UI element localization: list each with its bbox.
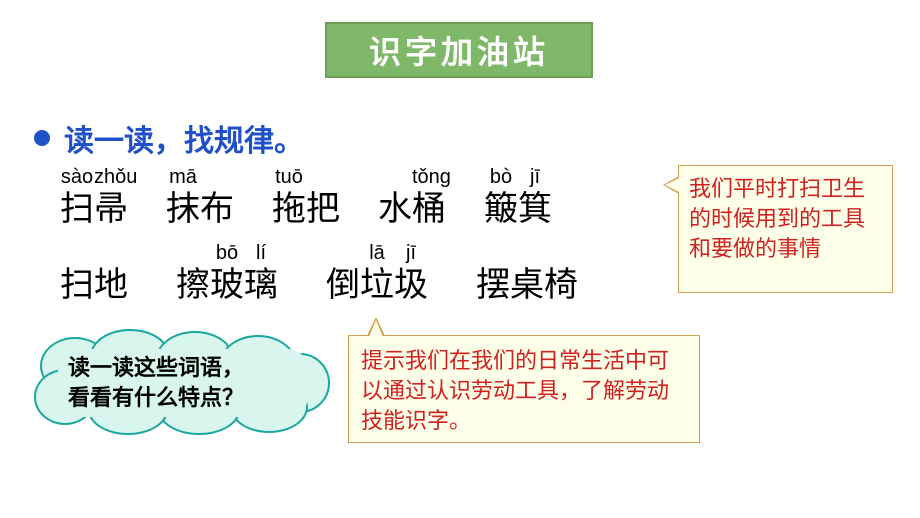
page-title: 识字加油站 bbox=[369, 27, 549, 73]
pinyin: bō bbox=[210, 242, 244, 266]
word-item: sàozhǒu扫帚 bbox=[60, 164, 128, 230]
pinyin-empty bbox=[200, 166, 234, 190]
word-item: lājī倒垃圾 bbox=[326, 240, 428, 306]
hanzi: 玻 bbox=[210, 266, 244, 306]
cloud-text-line2: 看看有什么特点？ bbox=[68, 385, 244, 410]
hanzi: 璃 bbox=[244, 266, 278, 306]
hanzi-row: 摆桌椅 bbox=[476, 266, 578, 306]
hanzi: 把 bbox=[306, 190, 340, 230]
pinyin: tuō bbox=[272, 166, 306, 190]
hanzi: 布 bbox=[200, 190, 234, 230]
pinyin-empty bbox=[544, 242, 578, 266]
vocabulary-area: sàozhǒu扫帚mā抹布tuō拖把tǒng水桶bòjī簸箕 扫地bōlí擦玻璃… bbox=[60, 164, 660, 316]
pinyin-empty bbox=[510, 242, 544, 266]
pinyin-row bbox=[60, 240, 128, 266]
pinyin: lí bbox=[244, 242, 278, 266]
callout-arrow-left-icon bbox=[663, 176, 679, 194]
pinyin: mā bbox=[166, 166, 200, 190]
word-item: tǒng水桶 bbox=[378, 164, 446, 230]
pinyin-row: tǒng bbox=[378, 164, 446, 190]
hanzi-row: 倒垃圾 bbox=[326, 266, 428, 306]
pinyin-row: tuō bbox=[272, 164, 340, 190]
hanzi: 箕 bbox=[518, 190, 552, 230]
pinyin-row: bōlí bbox=[176, 240, 278, 266]
hanzi-row: 擦玻璃 bbox=[176, 266, 278, 306]
title-box: 识字加油站 bbox=[325, 22, 593, 78]
hanzi: 摆 bbox=[476, 266, 510, 306]
pinyin-empty bbox=[476, 242, 510, 266]
word-item: bòjī簸箕 bbox=[484, 164, 552, 230]
pinyin-row: mā bbox=[166, 164, 234, 190]
word-row-1: sàozhǒu扫帚 mā抹布 tuō拖把 tǒng水桶 bòjī簸箕 bbox=[60, 164, 660, 230]
pinyin-empty bbox=[306, 166, 340, 190]
hanzi-row: 扫地 bbox=[60, 266, 128, 306]
right-callout: 我们平时打扫卫生的时候用到的工具和要做的事情 bbox=[678, 165, 893, 293]
pinyin-row: bòjī bbox=[484, 164, 552, 190]
word-item: bōlí擦玻璃 bbox=[176, 240, 278, 306]
pinyin: tǒng bbox=[412, 166, 446, 190]
pinyin-row bbox=[476, 240, 578, 266]
cloud-text-line1: 读一读这些词语， bbox=[68, 355, 244, 380]
word-row-2: 扫地bōlí擦玻璃lājī倒垃圾摆桌椅 bbox=[60, 240, 660, 306]
word-item: mā抹布 bbox=[166, 164, 234, 230]
pinyin: sào bbox=[60, 166, 94, 190]
hanzi: 倒 bbox=[326, 266, 360, 306]
word-item: tuō拖把 bbox=[272, 164, 340, 230]
hanzi-row: 抹布 bbox=[166, 190, 234, 230]
pinyin-empty bbox=[326, 242, 360, 266]
hanzi-row: 扫帚 bbox=[60, 190, 128, 230]
hanzi: 桶 bbox=[412, 190, 446, 230]
hanzi: 扫 bbox=[60, 266, 94, 306]
pinyin-empty bbox=[60, 242, 94, 266]
bullet-icon bbox=[34, 130, 50, 146]
hanzi-row: 簸箕 bbox=[484, 190, 552, 230]
hanzi: 帚 bbox=[94, 190, 128, 230]
pinyin: bò bbox=[484, 166, 518, 190]
hanzi: 水 bbox=[378, 190, 412, 230]
hanzi: 簸 bbox=[484, 190, 518, 230]
hanzi: 拖 bbox=[272, 190, 306, 230]
hanzi: 抹 bbox=[166, 190, 200, 230]
hanzi: 桌 bbox=[510, 266, 544, 306]
subtitle-row: 读一读，找规律。 bbox=[34, 116, 304, 160]
bottom-callout: 提示我们在我们的日常生活中可以通过认识劳动工具，了解劳动技能识字。 bbox=[348, 335, 700, 443]
thought-cloud: 读一读这些词语， 看看有什么特点？ bbox=[38, 335, 328, 430]
pinyin-row: sàozhǒu bbox=[60, 164, 128, 190]
pinyin: lā bbox=[360, 242, 394, 266]
bottom-callout-text: 提示我们在我们的日常生活中可以通过认识劳动工具，了解劳动技能识字。 bbox=[361, 346, 687, 436]
hanzi-row: 拖把 bbox=[272, 190, 340, 230]
subtitle-text: 读一读，找规律。 bbox=[64, 116, 304, 160]
cloud-text: 读一读这些词语， 看看有什么特点？ bbox=[68, 353, 308, 413]
pinyin-empty bbox=[378, 166, 412, 190]
callout-arrow-up-icon bbox=[367, 317, 385, 336]
pinyin: zhǒu bbox=[94, 166, 128, 190]
pinyin-empty bbox=[176, 242, 210, 266]
hanzi: 地 bbox=[94, 266, 128, 306]
right-callout-text: 我们平时打扫卫生的时候用到的工具和要做的事情 bbox=[689, 174, 882, 264]
pinyin-empty bbox=[94, 242, 128, 266]
pinyin: jī bbox=[518, 166, 552, 190]
pinyin-row: lājī bbox=[326, 240, 428, 266]
word-item: 摆桌椅 bbox=[476, 240, 578, 306]
hanzi: 椅 bbox=[544, 266, 578, 306]
hanzi: 垃 bbox=[360, 266, 394, 306]
hanzi: 圾 bbox=[394, 266, 428, 306]
hanzi: 擦 bbox=[176, 266, 210, 306]
hanzi-row: 水桶 bbox=[378, 190, 446, 230]
word-item: 扫地 bbox=[60, 240, 128, 306]
hanzi: 扫 bbox=[60, 190, 94, 230]
pinyin: jī bbox=[394, 242, 428, 266]
